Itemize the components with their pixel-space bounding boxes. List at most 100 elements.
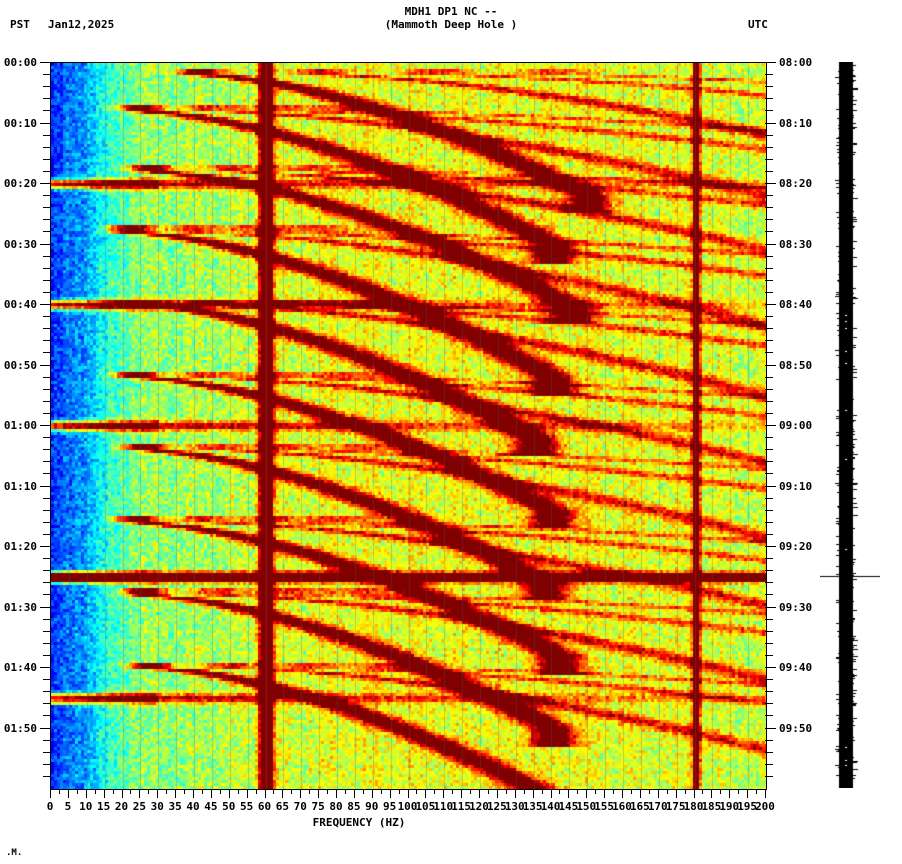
y-tick-label-left: 00:20 — [3, 177, 37, 190]
x-tick-label: 190 — [719, 800, 740, 813]
x-tick-major — [264, 789, 266, 798]
x-tick-major — [389, 789, 391, 798]
y-tick-label-left: 00:50 — [3, 358, 37, 372]
y-tick-label-left: 00:30 — [3, 237, 37, 251]
x-tick-label: 15 — [97, 800, 111, 813]
x-tick-label: 195 — [737, 800, 758, 813]
x-tick-major — [622, 789, 623, 798]
x-tick-major — [639, 789, 641, 798]
x-tick-label: 55 — [240, 800, 254, 813]
x-tick-major — [85, 789, 87, 798]
x-tick-label: 85 — [347, 800, 361, 813]
x-tick-label: 0 — [46, 800, 54, 813]
y-tick-label-left: 01:20 — [3, 540, 37, 553]
x-tick-label: 75 — [311, 800, 325, 813]
x-tick-major — [67, 789, 69, 798]
x-tick-label: 95 — [383, 800, 397, 813]
x-tick-major — [586, 789, 588, 798]
x-tick-label: 130 — [504, 800, 525, 813]
y-tick-label-left: 01:40 — [3, 661, 37, 674]
x-tick-major — [729, 789, 731, 798]
x-tick-major — [747, 789, 749, 798]
y-tick-label-left: 00:00 — [3, 56, 37, 69]
x-tick-major — [103, 789, 105, 798]
x-tick-major — [657, 789, 659, 798]
x-tick-major — [443, 789, 445, 798]
x-tick-label: 200 — [755, 800, 775, 813]
x-tick-label: 185 — [701, 800, 722, 813]
x-axis-title: FREQUENCY (HZ) — [0, 816, 902, 829]
x-tick-major — [371, 789, 373, 798]
x-tick-major — [210, 789, 212, 798]
x-tick-major — [139, 789, 141, 798]
x-tick-major — [496, 789, 498, 798]
x-tick-major — [50, 789, 51, 798]
y-tick-label-left: 01:30 — [3, 600, 37, 614]
spectrogram-image — [51, 63, 766, 789]
x-tick-major — [514, 789, 516, 798]
x-tick-major — [532, 789, 534, 798]
x-tick-major — [765, 789, 766, 798]
x-tick-major — [175, 789, 177, 798]
x-tick-label: 120 — [469, 800, 489, 813]
x-axis-title-text: FREQUENCY (HZ) — [312, 816, 406, 829]
y-tick-label-left: 00:10 — [3, 116, 37, 130]
x-tick-major — [121, 789, 123, 798]
x-tick-major — [675, 789, 677, 798]
x-tick-major — [300, 789, 302, 798]
x-tick-major — [425, 789, 427, 798]
y-tick-label-left: 00:40 — [3, 298, 37, 311]
x-tick-label: 60 — [257, 800, 272, 813]
x-tick-major — [336, 789, 337, 798]
x-tick-major — [711, 789, 713, 798]
helicorder-trace-panel — [820, 62, 880, 788]
x-tick-label: 20 — [114, 800, 129, 813]
y-tick-label-left: 01:50 — [3, 721, 37, 735]
x-tick-label: 160 — [612, 800, 632, 813]
x-tick-label: 180 — [683, 800, 704, 813]
x-tick-major — [228, 789, 230, 798]
x-tick-label: 150 — [576, 800, 597, 813]
x-tick-label: 80 — [329, 800, 343, 813]
helicorder-trace-image — [820, 62, 880, 788]
spectrogram-plot[interactable] — [50, 62, 767, 790]
x-tick-label: 30 — [150, 800, 164, 813]
x-tick-label: 175 — [665, 800, 686, 813]
date-label: Jan12,2025 — [48, 18, 115, 31]
x-tick-label: 165 — [629, 800, 650, 813]
x-tick-major — [282, 789, 284, 798]
x-tick-label: 170 — [647, 800, 668, 813]
x-tick-major — [246, 789, 248, 798]
y-tick-label-left: 01:00 — [3, 419, 37, 432]
x-tick-major — [693, 789, 695, 798]
timezone-label-left: PST — [10, 18, 30, 31]
x-tick-label: 145 — [558, 800, 579, 813]
x-tick-label: 100 — [397, 800, 418, 813]
x-tick-major — [353, 789, 355, 798]
x-tick-label: 50 — [222, 800, 236, 813]
x-tick-label: 45 — [204, 800, 218, 813]
x-tick-major — [604, 789, 606, 798]
x-tick-label: 155 — [594, 800, 615, 813]
x-tick-major — [318, 789, 320, 798]
x-tick-major — [407, 789, 409, 798]
x-tick-label: 35 — [168, 800, 182, 813]
x-tick-major — [479, 789, 480, 798]
x-tick-label: 105 — [415, 800, 436, 813]
x-tick-label: 70 — [293, 800, 307, 813]
x-tick-label: 25 — [132, 800, 146, 813]
x-tick-label: 65 — [275, 800, 289, 813]
corner-artifact-mark: .M. — [6, 848, 23, 858]
x-tick-major — [157, 789, 159, 798]
x-tick-major — [550, 789, 552, 798]
x-tick-label: 110 — [433, 800, 454, 813]
x-tick-major — [193, 789, 194, 798]
x-tick-label: 135 — [522, 800, 543, 813]
x-tick-label: 115 — [451, 800, 472, 813]
station-code-title: MDH1 DP1 NC -- — [404, 5, 498, 18]
y-tick-label-left: 01:10 — [3, 479, 37, 493]
x-tick-label: 5 — [64, 800, 72, 813]
x-tick-label: 10 — [79, 800, 93, 813]
x-tick-label: 40 — [186, 800, 200, 813]
x-tick-major — [461, 789, 463, 798]
